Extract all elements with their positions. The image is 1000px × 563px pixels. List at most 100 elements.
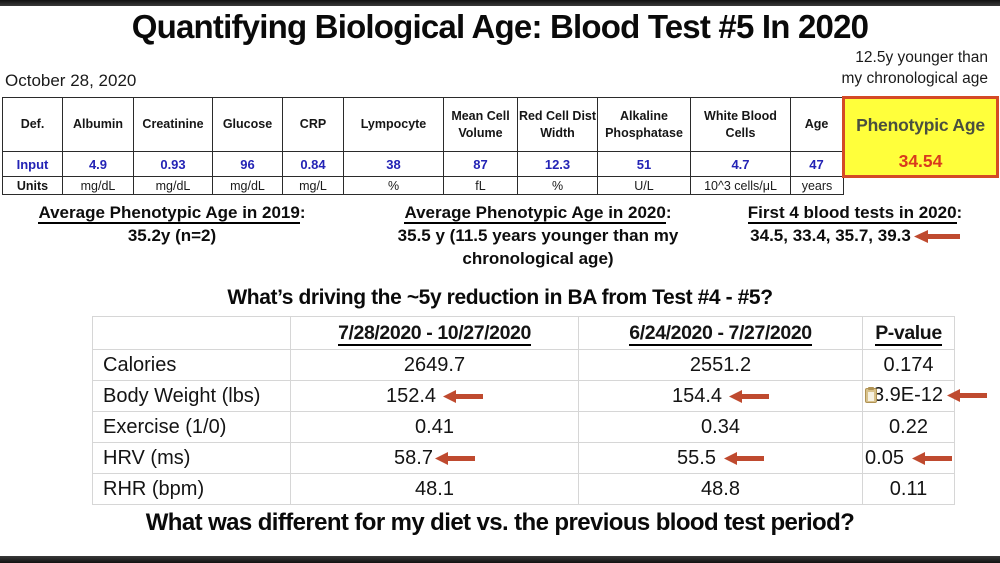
blood-header-red-cell-dist-width: Red Cell Dist Width bbox=[517, 97, 598, 152]
blood-header-lympocyte: Lympocyte bbox=[343, 97, 444, 152]
bottom-question: What was different for my diet vs. the p… bbox=[145, 509, 855, 536]
input-crp: 0.84 bbox=[282, 151, 344, 177]
input-mean-cell-volume: 87 bbox=[443, 151, 518, 177]
input-white-blood-cells: 4.7 bbox=[690, 151, 791, 177]
summary-2020-value-line2: chronological age) bbox=[462, 249, 614, 268]
metrics-row-body-weight: Body Weight (lbs) 152.4 154.4 3.9E-12 bbox=[92, 380, 988, 412]
left-arrow-icon bbox=[723, 451, 764, 465]
slide-date: October 28, 2020 bbox=[5, 71, 137, 90]
metric-pvalue: 3.9E-12 bbox=[862, 380, 988, 412]
metric-label: Calories bbox=[92, 349, 291, 381]
input-age: 47 bbox=[790, 151, 844, 177]
phenotypic-age-label: Phenotypic Age bbox=[856, 114, 985, 135]
metrics-row-hrv: HRV (ms) 58.7 55.5 0.05 bbox=[92, 442, 955, 474]
blood-header-creatinine: Creatinine bbox=[133, 97, 213, 152]
age-note-line2: my chronological age bbox=[841, 70, 988, 87]
phenotypic-age-highlight-cell: Phenotypic Age 34.54 bbox=[842, 96, 999, 178]
bottom-letterbox-bar bbox=[0, 556, 1000, 563]
input-albumin: 4.9 bbox=[62, 151, 134, 177]
metrics-row-calories: Calories 2649.7 2551.2 0.174 bbox=[92, 349, 955, 381]
units-white-blood-cells: 10^3 cells/μL bbox=[690, 176, 791, 195]
blood-table-units-row: Units mg/dL mg/dL mg/dL mg/L % fL % U/L … bbox=[2, 176, 998, 195]
metric-label: RHR (bpm) bbox=[92, 473, 291, 505]
metrics-row-exercise: Exercise (1/0) 0.41 0.34 0.22 bbox=[92, 411, 955, 443]
units-row-label: Units bbox=[2, 176, 63, 195]
age-difference-note: 12.5y younger than my chronological age bbox=[842, 47, 988, 89]
summary-2020-value-line1: 35.5 y (11.5 years younger than my bbox=[397, 226, 679, 245]
metric-value-period1: 48.1 bbox=[290, 473, 579, 505]
clipboard-icon bbox=[865, 386, 877, 403]
metrics-header-period1: 7/28/2020 - 10/27/2020 bbox=[290, 316, 579, 350]
top-letterbox-bar bbox=[0, 0, 1000, 6]
phenotypic-age-value: 34.54 bbox=[898, 151, 943, 171]
metric-value-period2: 48.8 bbox=[578, 473, 863, 505]
input-creatinine: 0.93 bbox=[133, 151, 213, 177]
metric-value-period2: 0.34 bbox=[578, 411, 863, 443]
driver-question: What’s driving the ~5y reduction in BA f… bbox=[227, 286, 773, 309]
summary-first4-heading: First 4 blood tests in 2020 bbox=[747, 203, 957, 224]
blood-header-alkaline-phosphatase: Alkaline Phosphatase bbox=[597, 97, 691, 152]
metrics-row-rhr: RHR (bpm) 48.1 48.8 0.11 bbox=[92, 473, 955, 505]
units-red-cell-dist-width: % bbox=[517, 176, 598, 195]
input-red-cell-dist-width: 12.3 bbox=[517, 151, 598, 177]
blood-table-input-row: Input 4.9 0.93 96 0.84 38 87 12.3 51 4.7… bbox=[2, 151, 998, 177]
blood-header-white-blood-cells: White Blood Cells bbox=[690, 97, 791, 152]
units-glucose: mg/dL bbox=[212, 176, 283, 195]
metric-label: Exercise (1/0) bbox=[92, 411, 291, 443]
input-glucose: 96 bbox=[212, 151, 283, 177]
summary-2019-value: 35.2y (n=2) bbox=[127, 226, 217, 245]
metrics-header-row: 7/28/2020 - 10/27/2020 6/24/2020 - 7/27/… bbox=[92, 316, 955, 350]
metric-value-period1: 2649.7 bbox=[290, 349, 579, 381]
units-lympocyte: % bbox=[343, 176, 444, 195]
summary-first4-colon: : bbox=[956, 203, 963, 222]
metric-value-period1: 58.7 bbox=[290, 442, 579, 474]
units-crp: mg/L bbox=[282, 176, 344, 195]
units-age: years bbox=[790, 176, 844, 195]
metric-pvalue: 0.174 bbox=[862, 349, 955, 381]
blood-table-header-row: Def. Albumin Creatinine Glucose CRP Lymp… bbox=[2, 96, 999, 178]
left-arrow-icon bbox=[729, 389, 770, 403]
units-albumin: mg/dL bbox=[62, 176, 134, 195]
summary-2020-heading: Average Phenotypic Age in 2020 bbox=[404, 203, 666, 224]
input-alkaline-phosphatase: 51 bbox=[597, 151, 691, 177]
blood-header-mean-cell-volume: Mean Cell Volume bbox=[443, 97, 518, 152]
metrics-header-empty bbox=[92, 316, 291, 350]
input-lympocyte: 38 bbox=[343, 151, 444, 177]
units-creatinine: mg/dL bbox=[133, 176, 213, 195]
metric-value-period2: 2551.2 bbox=[578, 349, 863, 381]
metric-value-period1: 152.4 bbox=[290, 380, 579, 412]
metric-value-period2: 154.4 bbox=[578, 380, 863, 412]
blood-header-glucose: Glucose bbox=[212, 97, 283, 152]
left-arrow-icon bbox=[434, 451, 475, 465]
summary-2019-heading: Average Phenotypic Age in 2019 bbox=[38, 203, 300, 224]
metric-value-period1: 0.41 bbox=[290, 411, 579, 443]
metric-label: Body Weight (lbs) bbox=[92, 380, 291, 412]
summary-2020: Average Phenotypic Age in 2020: 35.5 y (… bbox=[342, 201, 734, 270]
metric-label: HRV (ms) bbox=[92, 442, 291, 474]
summary-2019-colon: : bbox=[299, 203, 306, 222]
page-title: Quantifying Biological Age: Blood Test #… bbox=[131, 8, 869, 45]
units-phenotypic-empty bbox=[844, 177, 998, 195]
metric-pvalue: 0.11 bbox=[862, 473, 955, 505]
metric-pvalue: 0.22 bbox=[862, 411, 955, 443]
left-arrow-icon bbox=[947, 388, 988, 402]
summary-first-4-tests: First 4 blood tests in 2020: 34.5, 33.4,… bbox=[712, 201, 998, 247]
metric-pvalue: 0.05 bbox=[862, 442, 955, 474]
blood-header-def: Def. bbox=[2, 97, 63, 152]
blood-test-table: Def. Albumin Creatinine Glucose CRP Lymp… bbox=[2, 96, 999, 195]
metrics-header-period2: 6/24/2020 - 7/27/2020 bbox=[578, 316, 863, 350]
metrics-header-pvalue: P-value bbox=[862, 316, 955, 350]
metric-value-period2: 55.5 bbox=[578, 442, 863, 474]
left-arrow-icon bbox=[913, 230, 960, 244]
metrics-comparison-table: 7/28/2020 - 10/27/2020 6/24/2020 - 7/27/… bbox=[92, 316, 988, 505]
left-arrow-icon bbox=[443, 389, 484, 403]
summary-2019: Average Phenotypic Age in 2019: 35.2y (n… bbox=[6, 201, 338, 247]
units-mean-cell-volume: fL bbox=[443, 176, 518, 195]
age-note-line1: 12.5y younger than bbox=[855, 49, 988, 66]
left-arrow-icon bbox=[911, 451, 952, 465]
summary-2020-colon: : bbox=[665, 203, 672, 222]
units-alkaline-phosphatase: U/L bbox=[597, 176, 691, 195]
input-row-label: Input bbox=[2, 151, 63, 177]
summary-first4-values: 34.5, 33.4, 35.7, 39.3 bbox=[750, 226, 911, 245]
blood-header-crp: CRP bbox=[282, 97, 344, 152]
